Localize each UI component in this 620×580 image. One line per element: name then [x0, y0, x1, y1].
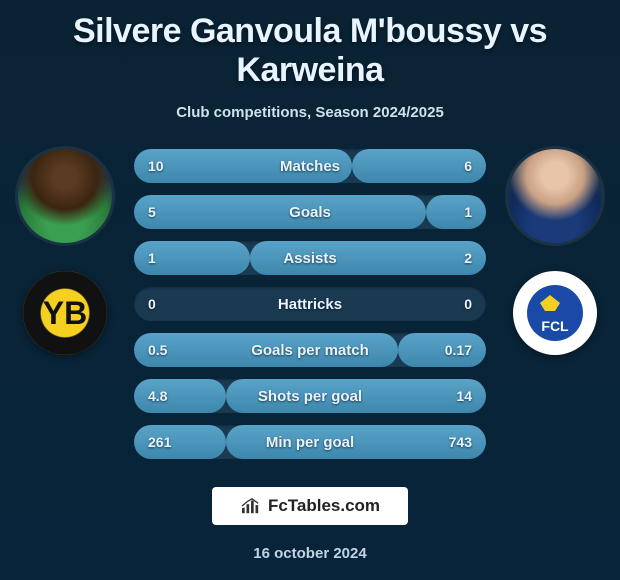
stat-value-left: 0.5: [148, 342, 167, 358]
stat-label: Hattricks: [278, 296, 342, 313]
player-right-avatar: [508, 149, 602, 243]
stat-value-left: 0: [148, 296, 156, 312]
stat-row: 1 Assists 2: [134, 241, 486, 275]
stat-value-right: 1: [464, 204, 472, 220]
stat-row: 5 Goals 1: [134, 195, 486, 229]
right-player-column: FCL: [508, 149, 602, 355]
stat-fill-left: [134, 195, 426, 229]
left-player-column: YB: [18, 149, 112, 355]
stat-value-left: 4.8: [148, 388, 167, 404]
stat-value-left: 261: [148, 434, 171, 450]
stat-row: 261 Min per goal 743: [134, 425, 486, 459]
stat-label: Goals: [289, 204, 331, 221]
stat-value-right: 6: [464, 158, 472, 174]
stat-value-right: 14: [456, 388, 472, 404]
stat-fill-right: [426, 195, 486, 229]
fcl-logo-icon: FCL: [525, 283, 585, 343]
branding-text: FcTables.com: [268, 496, 380, 516]
stat-label: Min per goal: [266, 434, 354, 451]
branding-badge[interactable]: FcTables.com: [212, 487, 408, 525]
chart-icon: [240, 497, 262, 515]
stat-row: 0 Hattricks 0: [134, 287, 486, 321]
stat-label: Goals per match: [251, 342, 369, 359]
stat-value-right: 743: [449, 434, 472, 450]
player-left-avatar: [18, 149, 112, 243]
stat-fill-right: [226, 425, 486, 459]
club-left-badge: YB: [23, 271, 107, 355]
subtitle: Club competitions, Season 2024/2025: [0, 104, 620, 121]
stat-row: 10 Matches 6: [134, 149, 486, 183]
stat-value-left: 5: [148, 204, 156, 220]
stat-fill-right: [398, 333, 486, 367]
stat-value-right: 2: [464, 250, 472, 266]
svg-text:FCL: FCL: [541, 318, 569, 334]
stat-value-right: 0: [464, 296, 472, 312]
comparison-content: YB FCL 10 Matches 6 5 Goals 1 1 Assists 2 0 Hattri…: [0, 149, 620, 459]
date-label: 16 october 2024: [0, 545, 620, 562]
stats-list: 10 Matches 6 5 Goals 1 1 Assists 2 0 Hattricks 0 0.5…: [134, 149, 486, 459]
stat-label: Matches: [280, 158, 340, 175]
stat-row: 4.8 Shots per goal 14: [134, 379, 486, 413]
stat-label: Assists: [283, 250, 336, 267]
stat-value-right: 0.17: [445, 342, 472, 358]
stat-value-left: 10: [148, 158, 164, 174]
stat-value-left: 1: [148, 250, 156, 266]
stat-row: 0.5 Goals per match 0.17: [134, 333, 486, 367]
club-right-badge: FCL: [513, 271, 597, 355]
stat-label: Shots per goal: [258, 388, 362, 405]
page-title: Silvere Ganvoula M'boussy vs Karweina: [0, 0, 620, 90]
